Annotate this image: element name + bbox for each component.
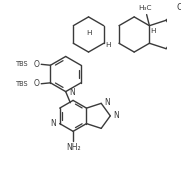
Text: O: O [176,3,181,12]
Text: H: H [150,28,156,34]
Text: O: O [33,79,39,88]
Text: O: O [33,60,39,69]
Text: N: N [69,88,75,97]
Text: TBS: TBS [16,81,28,87]
Text: H: H [87,30,92,36]
Text: N: N [104,98,110,107]
Text: H₃C: H₃C [138,5,151,11]
Text: TBS: TBS [16,61,28,67]
Text: H: H [106,42,111,48]
Text: NH₂: NH₂ [66,143,80,152]
Text: N: N [113,111,119,120]
Text: N: N [50,119,56,128]
